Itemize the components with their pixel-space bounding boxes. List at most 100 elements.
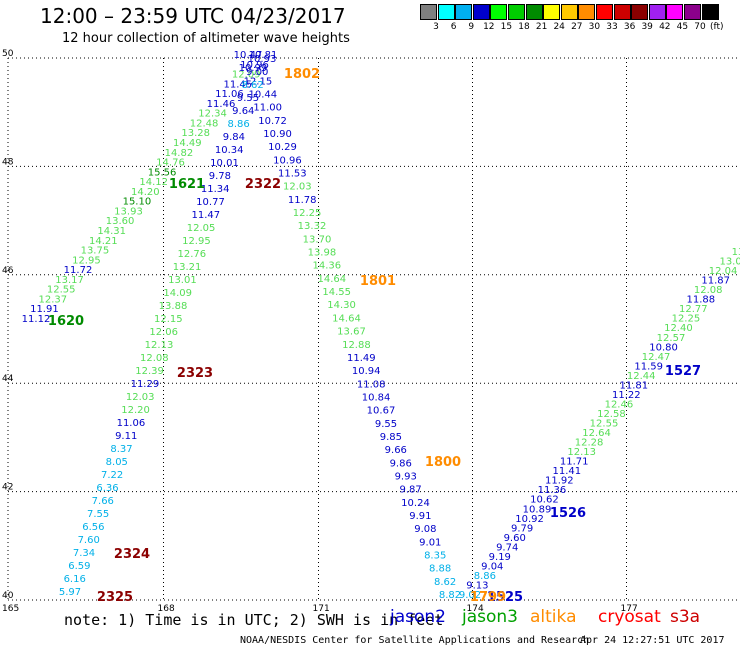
swh-value: 8.62 [434,577,456,588]
swh-value: 13.21 [173,262,202,273]
swh-value: 9.55 [237,93,259,104]
legend-swatch [560,4,578,20]
swh-value: 12.64 [582,428,611,439]
swh-value: 9.02 [459,590,481,601]
x-tick-label: 177 [621,604,638,614]
swh-value: 12.40 [664,323,693,334]
footnote: note: 1) Time is in UTC; 2) SWH is in fe… [64,611,444,629]
swh-value: 11.71 [560,457,589,468]
swh-value: 12.58 [597,409,626,420]
swh-value: 11.87 [701,276,730,287]
legend-bin-label: 42 [659,22,671,32]
swh-value: 8.86 [474,571,496,582]
swh-value: 12.28 [575,438,604,449]
swh-value: 12.13 [145,340,174,351]
swh-value: 8.82 [439,590,461,601]
swh-value: 9.04 [481,561,503,572]
swh-value: 13 [732,247,740,258]
pass-id-label: 1526 [550,506,586,521]
pass-id-label: 1799 [470,590,506,605]
legend-unit: (ft) [710,22,724,32]
swh-value: 11.49 [347,353,376,364]
swh-value: 7.60 [78,535,100,546]
swh-value: 11.47 [191,210,220,221]
swh-value: 12.25 [293,208,322,219]
swh-value: 9.13 [466,581,488,592]
legend-swatch [648,4,666,20]
swh-value: 13.70 [303,234,332,245]
swh-value: 8.37 [110,444,132,455]
swh-value: 7.34 [73,548,95,559]
swh-value: 12.46 [605,399,634,410]
swh-value: 9.86 [390,458,412,469]
swh-value: 10.62 [530,495,559,506]
x-tick-label: 165 [2,604,19,614]
pass-id-label: 1802 [284,67,320,82]
swh-value: 12.48 [190,118,219,129]
swh-value: 10.92 [515,514,544,525]
legend-bin-label: 36 [623,22,636,32]
legend-bin-label: 12 [483,22,495,32]
swh-value: 6.59 [68,561,90,572]
swh-value: 8.88 [429,564,451,575]
swh-value: 14.49 [173,138,202,149]
swh-value: 12.76 [177,249,206,260]
legend-bin-label: 39 [641,22,653,32]
swh-value: 11.08 [357,379,386,390]
legend-bin-label: 6 [450,22,457,32]
swh-value: 13.88 [159,301,188,312]
swh-value: 13.93 [114,206,143,217]
swh-value: 12.37 [38,294,67,305]
swh-value: 6.16 [64,574,86,585]
x-tick-label: 171 [313,604,330,614]
swh-value: 11.91 [30,304,59,315]
swh-value: 10.72 [258,116,287,127]
swh-value: 9.66 [385,445,407,456]
swh-value: 10.84 [362,392,391,403]
swh-value: 11.81 [619,380,648,391]
swh-value: 14.64 [332,313,361,324]
swh-value: 12.13 [567,447,596,458]
swh-value: 10.24 [401,498,430,509]
satellite-legend-s3a: s3a [670,607,701,627]
y-tick-label: 46 [2,266,14,276]
swh-value: 10.67 [367,406,396,417]
pass-id-label: 2322 [245,177,281,192]
swh-value: 12.95 [182,236,211,247]
swh-value: 10.94 [352,366,381,377]
swh-value: 13.75 [81,246,110,257]
swh-value: 11.12 [22,314,51,325]
swh-value: 12.57 [657,333,686,344]
pass-id-label: 2324 [114,547,150,562]
satellite-legend-jason3: jason3 [462,607,518,627]
swh-value: 11.45 [223,79,252,90]
legend-swatch [490,4,508,20]
y-tick-label: 50 [2,49,14,59]
swh-value: 14.31 [97,226,126,237]
swh-value: 12.88 [342,340,371,351]
swh-value: 9.55 [375,419,397,430]
swh-value: 12.15 [154,314,183,325]
legend-swatch [525,4,543,20]
swh-value: 8.35 [424,551,446,562]
pass-id-label: 1621 [169,177,205,192]
legend-swatch [613,4,631,20]
swh-value: 9.78 [209,171,231,182]
legend-bin-label: 3 [433,22,439,32]
swh-value: 11.88 [686,295,715,306]
pass-id-label: 1620 [48,314,84,329]
swh-value: 11.22 [612,390,641,401]
swh-value: 10.96 [240,60,269,71]
swh-value: 9.08 [414,524,436,535]
swh-value: 12.08 [140,353,169,364]
swh-value: 9.64 [232,106,254,117]
swh-value: 13.32 [298,221,327,232]
swh-value: 6.56 [82,522,104,533]
swh-value: 12.03 [283,182,312,193]
swh-value: 10.80 [649,342,678,353]
swh-value: 14.09 [163,288,192,299]
legend-swatch [420,4,437,20]
swh-value: 9.93 [395,472,417,483]
swh-value: 11.72 [64,265,93,276]
